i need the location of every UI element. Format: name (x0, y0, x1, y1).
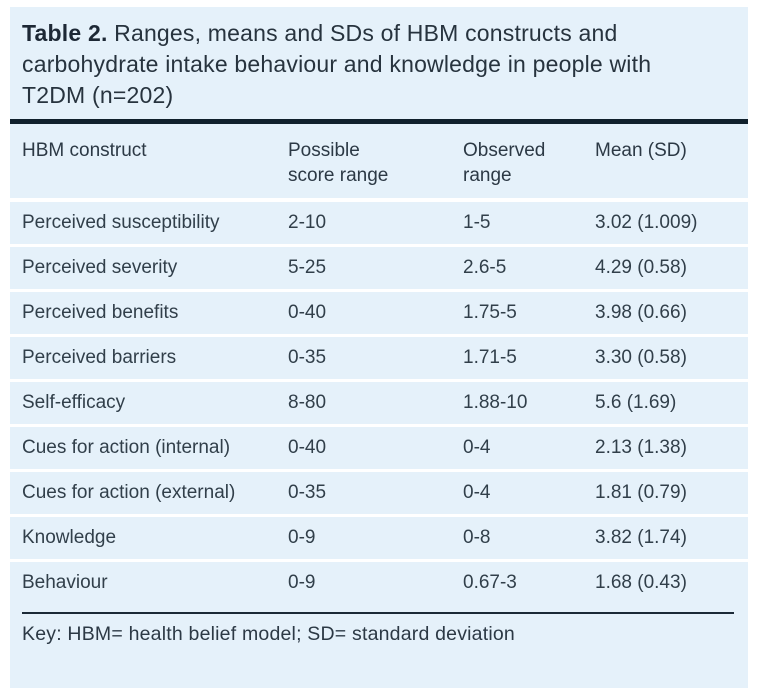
table-row: Knowledge 0-9 0-8 3.82 (1.74) (10, 514, 748, 561)
table-row: Perceived barriers 0-35 1.71-5 3.30 (0.5… (10, 334, 748, 381)
table-header: HBM construct Possible score range Obser… (10, 124, 748, 202)
cell-observed-range: 1.75-5 (451, 289, 583, 336)
cell-mean-sd: 1.81 (0.79) (583, 469, 748, 516)
cell-mean-sd: 2.13 (1.38) (583, 424, 748, 471)
table-caption: Table 2. Ranges, means and SDs of HBM co… (10, 7, 710, 119)
table-row: Behaviour 0-9 0.67-3 1.68 (0.43) (10, 559, 748, 604)
table-row: Cues for action (external) 0-35 0-4 1.81… (10, 469, 748, 516)
cell-possible-range: 0-9 (276, 514, 451, 561)
cell-observed-range: 1-5 (463, 212, 491, 233)
cell-possible-range: 0-9 (276, 559, 451, 604)
cell-mean-sd: 3.30 (0.58) (583, 334, 748, 381)
cell-construct: Cues for action (external) (10, 469, 276, 516)
cell-mean-sd: 3.98 (0.66) (583, 289, 748, 336)
table-number-label: Table 2. (22, 20, 108, 46)
hbm-constructs-table: HBM construct Possible score range Obser… (10, 124, 748, 604)
cell-construct: Behaviour (10, 559, 276, 604)
table-caption-text: Ranges, means and SDs of HBM constructs … (22, 20, 652, 108)
col-header-mean-sd: Mean (SD) (583, 124, 748, 202)
caption-divider-rule (10, 119, 748, 124)
cell-mean-sd: 3.82 (1.74) (583, 514, 748, 561)
cell-possible-range: 5-25 (276, 244, 451, 291)
cell-observed-range: 0-4 (451, 424, 583, 471)
cell-possible-range: 0-40 (276, 289, 451, 336)
cell-mean-sd: 5.6 (1.69) (583, 379, 748, 426)
cell-observed-range: 1.71-5 (451, 334, 583, 381)
cell-construct: Perceived susceptibility (22, 212, 220, 233)
col-header-hbm-construct: HBM construct (10, 124, 276, 202)
table-row: Cues for action (internal) 0-40 0-4 2.13… (10, 424, 748, 471)
col-header-observed-range: Observed range (451, 124, 583, 202)
col-header-possible-score-range: Possible score range (276, 124, 451, 202)
cell-construct: Self-efficacy (10, 379, 276, 426)
cell-possible-range: 0-35 (276, 469, 451, 516)
key-divider-rule (22, 612, 734, 614)
cell-mean-sd: 1.68 (0.43) (583, 559, 748, 604)
cell-observed-range: 0.67-3 (451, 559, 583, 604)
cell-possible-range: 0-35 (276, 334, 451, 381)
cell-construct: Perceived severity (10, 244, 276, 291)
cell-possible-range: 8-80 (276, 379, 451, 426)
cell-construct: Cues for action (internal) (10, 424, 276, 471)
cell-mean-sd: 4.29 (0.58) (583, 244, 748, 291)
table-row: Self-efficacy 8-80 1.88-10 5.6 (1.69) (10, 379, 748, 426)
cell-observed-range: 0-4 (451, 469, 583, 516)
cell-observed-range: 1.88-10 (451, 379, 583, 426)
cell-observed-range: 0-8 (451, 514, 583, 561)
cell-construct: Perceived benefits (10, 289, 276, 336)
table-body: Perceived susceptibility 2-10 1-5 3.02 (… (10, 200, 748, 604)
table-card: Table 2. Ranges, means and SDs of HBM co… (10, 7, 748, 688)
header-row: HBM construct Possible score range Obser… (10, 124, 748, 202)
table-row: Perceived severity 5-25 2.6-5 4.29 (0.58… (10, 244, 748, 291)
table-row: Perceived susceptibility 2-10 1-5 3.02 (… (10, 200, 748, 246)
cell-construct: Knowledge (10, 514, 276, 561)
cell-possible-range: 0-40 (276, 424, 451, 471)
table-key: Key: HBM= health belief model; SD= stand… (22, 623, 515, 645)
cell-possible-range: 2-10 (288, 212, 327, 233)
cell-observed-range: 2.6-5 (451, 244, 583, 291)
table-row: Perceived benefits 0-40 1.75-5 3.98 (0.6… (10, 289, 748, 336)
cell-mean-sd: 3.02 (1.009) (595, 212, 698, 233)
cell-construct: Perceived barriers (10, 334, 276, 381)
